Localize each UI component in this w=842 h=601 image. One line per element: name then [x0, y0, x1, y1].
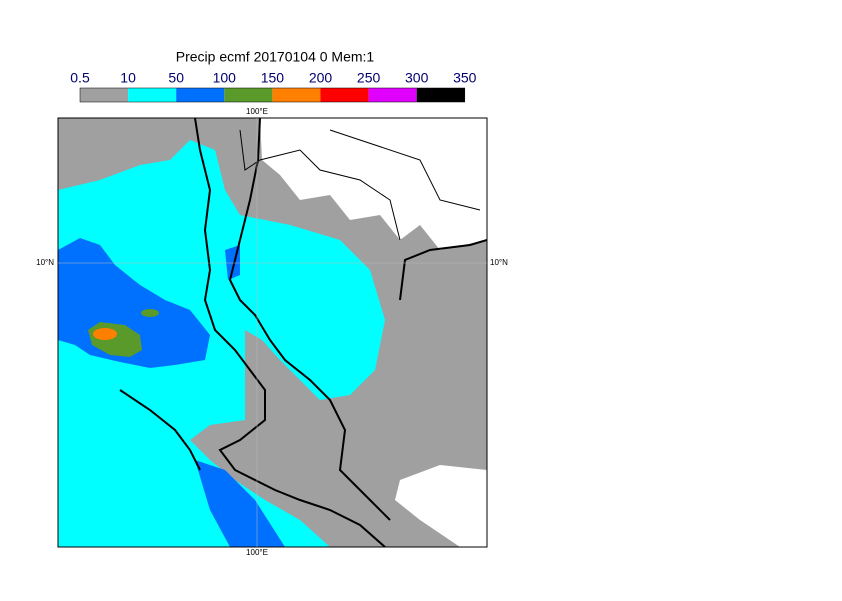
dry-area	[260, 118, 487, 250]
colorbar-label: 100	[213, 70, 237, 86]
colorbar-box	[128, 88, 177, 102]
lat-label: 10°N	[36, 258, 54, 267]
colorbar: 0.5 10 50 100 150 200 250 300 350	[70, 70, 477, 103]
precip-10-50	[58, 140, 385, 547]
colorbar-box	[176, 88, 225, 102]
lon-label: 100°E	[246, 548, 268, 557]
lat-label: 10°N	[490, 258, 508, 267]
map-frame	[57, 117, 488, 548]
map-title: Precip ecmf 20170104 0 Mem:1	[176, 49, 375, 65]
colorbar-box	[416, 88, 465, 102]
colorbar-box	[224, 88, 273, 102]
colorbar-label: 200	[309, 70, 333, 86]
dry-area	[395, 465, 487, 547]
colorbar-box	[320, 88, 369, 102]
colorbar-label: 10	[120, 70, 136, 86]
colorbar-outline	[79, 87, 466, 103]
lon-label: 100°E	[246, 107, 268, 116]
colorbar-label: 300	[405, 70, 429, 86]
colorbar-label: 250	[357, 70, 381, 86]
precip-150-200	[93, 328, 117, 340]
colorbar-label: 50	[168, 70, 184, 86]
border	[239, 129, 481, 241]
colorbar-label: 150	[261, 70, 285, 86]
precip-100-150	[141, 309, 159, 317]
colorbar-box	[272, 88, 321, 102]
precip-50-100	[195, 460, 285, 547]
colorbar-label: 0.5	[70, 70, 90, 86]
colorbar-box	[80, 88, 129, 102]
colorbar-box	[368, 88, 417, 102]
map-area	[58, 118, 487, 547]
colorbar-label: 350	[453, 70, 477, 86]
coastline	[119, 118, 487, 547]
